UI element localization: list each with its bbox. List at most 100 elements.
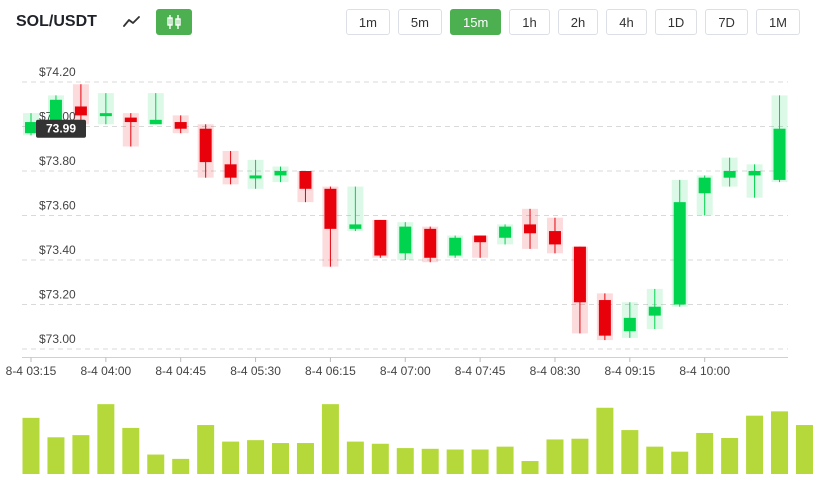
candle-body: [499, 226, 512, 238]
candle-body: [673, 202, 686, 305]
current-price-tag: 73.99: [36, 119, 86, 138]
line-chart-icon: [123, 16, 140, 27]
candle-body: [124, 117, 137, 123]
candle: [72, 84, 89, 125]
volume-bar: [22, 417, 40, 474]
interval-selector: 1m 5m 15m 1h 2h 4h 1D 7D 1M: [345, 9, 800, 35]
candle-body: [49, 99, 62, 123]
y-tick-label: $73.60: [39, 199, 76, 213]
volume-bar: [172, 458, 190, 474]
y-tick-label: $73.40: [39, 243, 76, 257]
candle-body: [698, 177, 711, 194]
volume-bar: [721, 438, 739, 474]
candle-body: [199, 128, 212, 163]
interval-button-4h[interactable]: 4h: [606, 9, 647, 35]
interval-button-1m[interactable]: 1M: [755, 9, 800, 35]
y-tick-label: $73.00: [39, 332, 76, 346]
symbol-title: SOL/USDT: [16, 13, 97, 30]
candle-body: [349, 224, 362, 229]
chart-toolbar: SOL/USDT 1m 5m 15m 1h 2h 4h 1D 7D 1M: [0, 0, 828, 46]
x-axis: 8-4 03:15 8-4 04:00 8-4 04:45 8-4 05:30 8-4 …: [6, 357, 788, 378]
candle-body: [99, 113, 112, 117]
candle-body: [224, 164, 237, 178]
volume-bar: [696, 432, 714, 474]
candlestick-chart-button[interactable]: [156, 9, 192, 35]
candle-body: [374, 219, 387, 256]
candle: [596, 293, 613, 341]
candle: [247, 159, 264, 189]
candle: [447, 235, 464, 258]
volume-bar: [122, 427, 140, 474]
x-tick-label: 8-4 10:00: [679, 364, 730, 378]
x-tick-label: 8-4 05:30: [230, 364, 281, 378]
current-price-label: 73.99: [46, 122, 76, 136]
volume-bar: [371, 443, 389, 474]
volume-bar: [147, 454, 165, 474]
candle: [322, 186, 339, 267]
volume-bar: [521, 461, 539, 474]
volume-bar: [272, 443, 290, 474]
interval-button-1m[interactable]: 1m: [345, 9, 390, 35]
volume-bar: [47, 437, 65, 474]
volume-bar: [621, 430, 639, 474]
candle: [297, 171, 314, 203]
x-tick-label: 8-4 03:15: [6, 364, 57, 378]
candle: [721, 157, 738, 187]
current-price-tag-bg: [36, 119, 86, 138]
candle: [571, 246, 588, 334]
candle-body: [25, 122, 37, 134]
candle-body: [424, 228, 437, 258]
candle-body: [449, 237, 462, 256]
interval-button-2h[interactable]: 2h: [557, 9, 599, 35]
candle-body: [648, 306, 661, 316]
volume-bar: [596, 407, 614, 474]
line-chart-button[interactable]: [114, 9, 150, 35]
x-tick-label: 8-4 08:30: [530, 364, 581, 378]
volume-bar: [396, 448, 414, 474]
x-tick-label: 8-4 06:15: [305, 364, 356, 378]
volume-bar: [222, 441, 240, 474]
interval-button-1h[interactable]: 1h: [509, 9, 550, 35]
candle: [546, 217, 563, 254]
volume-bar: [771, 411, 789, 474]
volume-bar: [421, 448, 439, 474]
volume-bar: [746, 415, 764, 474]
y-tick-label: $73.80: [39, 154, 76, 168]
x-tick-label: 8-4 07:00: [380, 364, 431, 378]
interval-button-5m[interactable]: 5m: [397, 9, 442, 35]
volume-bar: [646, 446, 664, 474]
volume-bar: [546, 439, 564, 474]
candle: [621, 302, 638, 338]
interval-button-15m[interactable]: 15m: [449, 9, 502, 35]
y-tick-label: $73.20: [39, 288, 76, 302]
x-tick-label: 8-4 04:45: [155, 364, 206, 378]
candle-body: [174, 122, 187, 129]
volume-bar: [296, 443, 314, 474]
volume-bar: [197, 425, 215, 474]
candle: [397, 222, 414, 260]
volume-bar: [446, 449, 464, 474]
candle: [272, 166, 289, 183]
volume-bar: [471, 449, 489, 474]
candle-body: [623, 317, 636, 332]
candle: [646, 288, 663, 329]
candle-body: [773, 128, 786, 180]
candle: [97, 93, 114, 125]
candle: [147, 93, 164, 125]
interval-button-1d[interactable]: 1D: [654, 9, 698, 35]
candle-body: [474, 235, 487, 243]
x-tick-label: 8-4 07:45: [455, 364, 506, 378]
volume-bar: [571, 438, 589, 474]
volume-bar: [321, 404, 339, 474]
candle-body: [399, 226, 412, 254]
candle: [671, 179, 688, 307]
candle-body: [324, 188, 337, 229]
candle: [746, 164, 763, 198]
volume-bars: [22, 404, 813, 474]
candle: [372, 219, 389, 258]
candle: [696, 175, 713, 216]
interval-button-7d[interactable]: 7D: [705, 9, 748, 35]
candle-body: [548, 231, 561, 245]
y-tick-label: $74.20: [39, 65, 76, 79]
